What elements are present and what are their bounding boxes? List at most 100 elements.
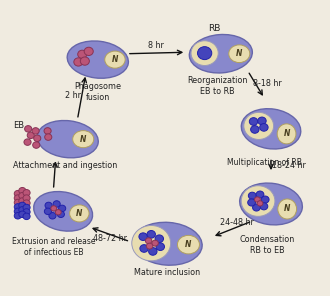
Ellipse shape bbox=[34, 192, 93, 231]
Circle shape bbox=[45, 202, 52, 209]
Text: 2 hr: 2 hr bbox=[65, 91, 81, 100]
Circle shape bbox=[148, 247, 157, 255]
Circle shape bbox=[139, 233, 147, 241]
Circle shape bbox=[252, 204, 260, 211]
Text: RB: RB bbox=[208, 24, 220, 33]
Circle shape bbox=[147, 231, 155, 238]
Text: 18-24 hr: 18-24 hr bbox=[272, 161, 306, 170]
Circle shape bbox=[32, 128, 39, 134]
Circle shape bbox=[74, 58, 83, 66]
Circle shape bbox=[19, 192, 26, 199]
Circle shape bbox=[156, 243, 164, 250]
Circle shape bbox=[14, 190, 21, 197]
Circle shape bbox=[59, 205, 66, 212]
Circle shape bbox=[23, 189, 30, 196]
Circle shape bbox=[14, 199, 21, 206]
Circle shape bbox=[19, 202, 26, 209]
Ellipse shape bbox=[67, 41, 128, 78]
Text: 8 hr: 8 hr bbox=[148, 41, 164, 50]
Ellipse shape bbox=[133, 222, 202, 265]
Circle shape bbox=[248, 192, 256, 199]
Circle shape bbox=[25, 126, 32, 132]
Ellipse shape bbox=[229, 45, 250, 62]
Ellipse shape bbox=[277, 124, 296, 144]
Circle shape bbox=[53, 201, 60, 207]
Circle shape bbox=[84, 47, 93, 55]
Circle shape bbox=[241, 186, 275, 216]
Text: N: N bbox=[236, 49, 243, 58]
Circle shape bbox=[250, 126, 259, 133]
Circle shape bbox=[132, 226, 171, 261]
Circle shape bbox=[33, 142, 40, 148]
Ellipse shape bbox=[240, 183, 302, 225]
Text: EB: EB bbox=[13, 121, 24, 130]
Circle shape bbox=[19, 211, 26, 218]
Ellipse shape bbox=[37, 120, 98, 158]
Circle shape bbox=[24, 139, 31, 145]
Circle shape bbox=[23, 200, 30, 206]
Ellipse shape bbox=[70, 205, 89, 222]
Ellipse shape bbox=[73, 131, 94, 148]
Text: Reorganization
EB to RB: Reorganization EB to RB bbox=[187, 76, 248, 96]
Circle shape bbox=[147, 243, 153, 249]
Circle shape bbox=[261, 196, 269, 203]
Circle shape bbox=[152, 240, 158, 246]
Circle shape bbox=[258, 117, 266, 125]
Circle shape bbox=[260, 123, 268, 131]
Circle shape bbox=[45, 134, 52, 140]
Circle shape bbox=[23, 195, 30, 201]
Circle shape bbox=[44, 128, 51, 134]
Circle shape bbox=[19, 207, 26, 213]
Ellipse shape bbox=[241, 109, 301, 149]
Circle shape bbox=[198, 47, 212, 59]
Text: Attachment and ingestion: Attachment and ingestion bbox=[13, 161, 117, 170]
Circle shape bbox=[23, 209, 30, 215]
Circle shape bbox=[257, 201, 263, 206]
Text: 48-72 hr: 48-72 hr bbox=[93, 234, 127, 243]
Circle shape bbox=[14, 208, 21, 215]
Circle shape bbox=[23, 204, 30, 211]
Text: N: N bbox=[80, 135, 86, 144]
Text: Extrusion and release
of infectious EB: Extrusion and release of infectious EB bbox=[12, 237, 95, 257]
Text: Multiplication of RB: Multiplication of RB bbox=[227, 158, 302, 167]
Circle shape bbox=[146, 238, 152, 244]
Circle shape bbox=[44, 208, 51, 215]
Text: N: N bbox=[283, 129, 290, 138]
Circle shape bbox=[49, 213, 56, 219]
Circle shape bbox=[254, 197, 260, 202]
Text: Mature inclusion: Mature inclusion bbox=[134, 268, 200, 277]
Circle shape bbox=[19, 198, 26, 204]
Circle shape bbox=[249, 118, 258, 125]
Circle shape bbox=[55, 210, 61, 215]
Ellipse shape bbox=[278, 199, 297, 219]
Circle shape bbox=[14, 195, 21, 201]
Text: N: N bbox=[185, 240, 192, 249]
Text: 8-18 hr: 8-18 hr bbox=[253, 79, 281, 88]
Text: N: N bbox=[284, 205, 290, 213]
Circle shape bbox=[34, 135, 41, 141]
Circle shape bbox=[14, 213, 21, 219]
Circle shape bbox=[78, 50, 87, 58]
Ellipse shape bbox=[189, 34, 252, 73]
Circle shape bbox=[244, 112, 274, 139]
Circle shape bbox=[51, 206, 57, 211]
Circle shape bbox=[14, 204, 21, 210]
Circle shape bbox=[155, 235, 164, 242]
Circle shape bbox=[19, 187, 26, 194]
Text: Condensation
RB to EB: Condensation RB to EB bbox=[240, 235, 295, 255]
Circle shape bbox=[191, 41, 218, 65]
Circle shape bbox=[248, 199, 255, 206]
Circle shape bbox=[23, 213, 30, 220]
Ellipse shape bbox=[105, 51, 125, 68]
Text: N: N bbox=[112, 55, 118, 64]
Text: N: N bbox=[76, 209, 82, 218]
Circle shape bbox=[57, 211, 64, 218]
Text: 24-48 hr: 24-48 hr bbox=[220, 218, 254, 227]
Circle shape bbox=[27, 132, 34, 139]
Circle shape bbox=[80, 57, 89, 65]
Circle shape bbox=[260, 203, 268, 210]
Circle shape bbox=[256, 191, 264, 198]
Ellipse shape bbox=[178, 235, 199, 254]
Circle shape bbox=[140, 244, 148, 252]
Text: Phagosome
fusion: Phagosome fusion bbox=[74, 82, 121, 102]
